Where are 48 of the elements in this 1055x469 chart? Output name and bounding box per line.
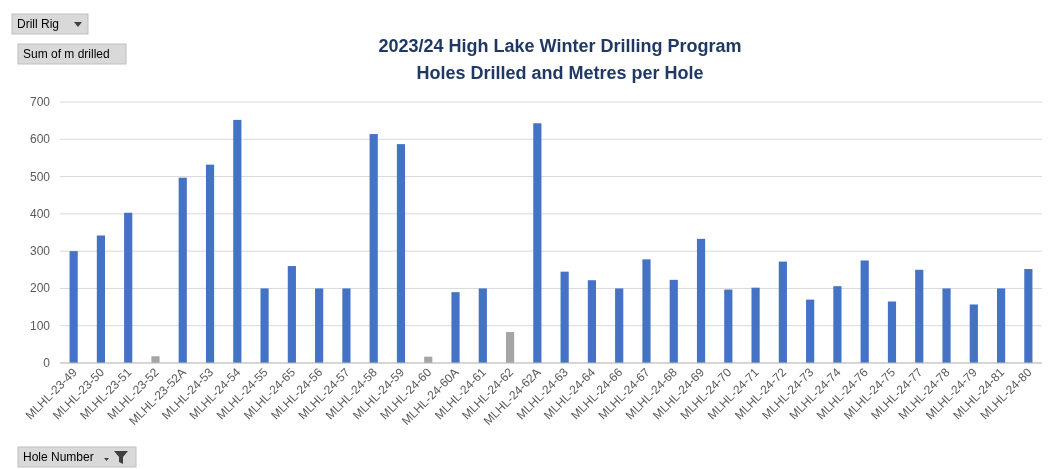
bar bbox=[315, 288, 324, 363]
y-tick-label: 400 bbox=[29, 206, 51, 221]
bar bbox=[615, 288, 624, 363]
bar bbox=[642, 259, 651, 363]
bar bbox=[478, 288, 487, 363]
text: Hole Number bbox=[23, 450, 94, 464]
bar bbox=[751, 287, 760, 363]
bar bbox=[69, 251, 78, 363]
bar bbox=[915, 269, 924, 363]
bar bbox=[587, 280, 597, 363]
text: Drill Rig bbox=[17, 17, 59, 31]
bar bbox=[342, 288, 351, 363]
bar bbox=[806, 299, 815, 363]
bar bbox=[396, 144, 406, 363]
bar bbox=[696, 238, 706, 363]
bar bbox=[942, 288, 951, 363]
bar bbox=[287, 266, 296, 363]
bar bbox=[151, 356, 160, 363]
bar bbox=[724, 289, 733, 363]
bar bbox=[887, 301, 897, 363]
y-tick-label: 0 bbox=[43, 356, 51, 370]
y-tick-label: 500 bbox=[29, 169, 51, 184]
bar bbox=[96, 235, 106, 363]
bar bbox=[778, 261, 787, 363]
bar bbox=[369, 134, 378, 363]
bar bbox=[1024, 269, 1033, 363]
y-tick-label: 100 bbox=[29, 318, 51, 333]
bar bbox=[260, 288, 269, 363]
y-tick-label: 600 bbox=[29, 132, 51, 147]
bar bbox=[505, 332, 515, 363]
bar bbox=[533, 123, 542, 363]
text: Sum of m drilled bbox=[23, 47, 110, 61]
bar bbox=[669, 279, 678, 363]
y-tick-label: 700 bbox=[29, 95, 51, 109]
bar bbox=[833, 286, 842, 363]
bar bbox=[451, 292, 460, 363]
chart-subtitle: Holes Drilled and Metres per Hole bbox=[416, 63, 704, 83]
bar bbox=[124, 212, 133, 363]
bar bbox=[996, 288, 1006, 363]
bar bbox=[233, 119, 242, 363]
y-tick-label: 200 bbox=[29, 281, 51, 296]
bar bbox=[178, 177, 187, 363]
bar bbox=[560, 271, 569, 363]
bar bbox=[205, 164, 215, 363]
chart-title: 2023/24 High Lake Winter Drilling Program bbox=[378, 36, 742, 56]
bar bbox=[860, 260, 869, 363]
y-tick-label: 300 bbox=[29, 244, 51, 259]
bar bbox=[969, 304, 978, 363]
